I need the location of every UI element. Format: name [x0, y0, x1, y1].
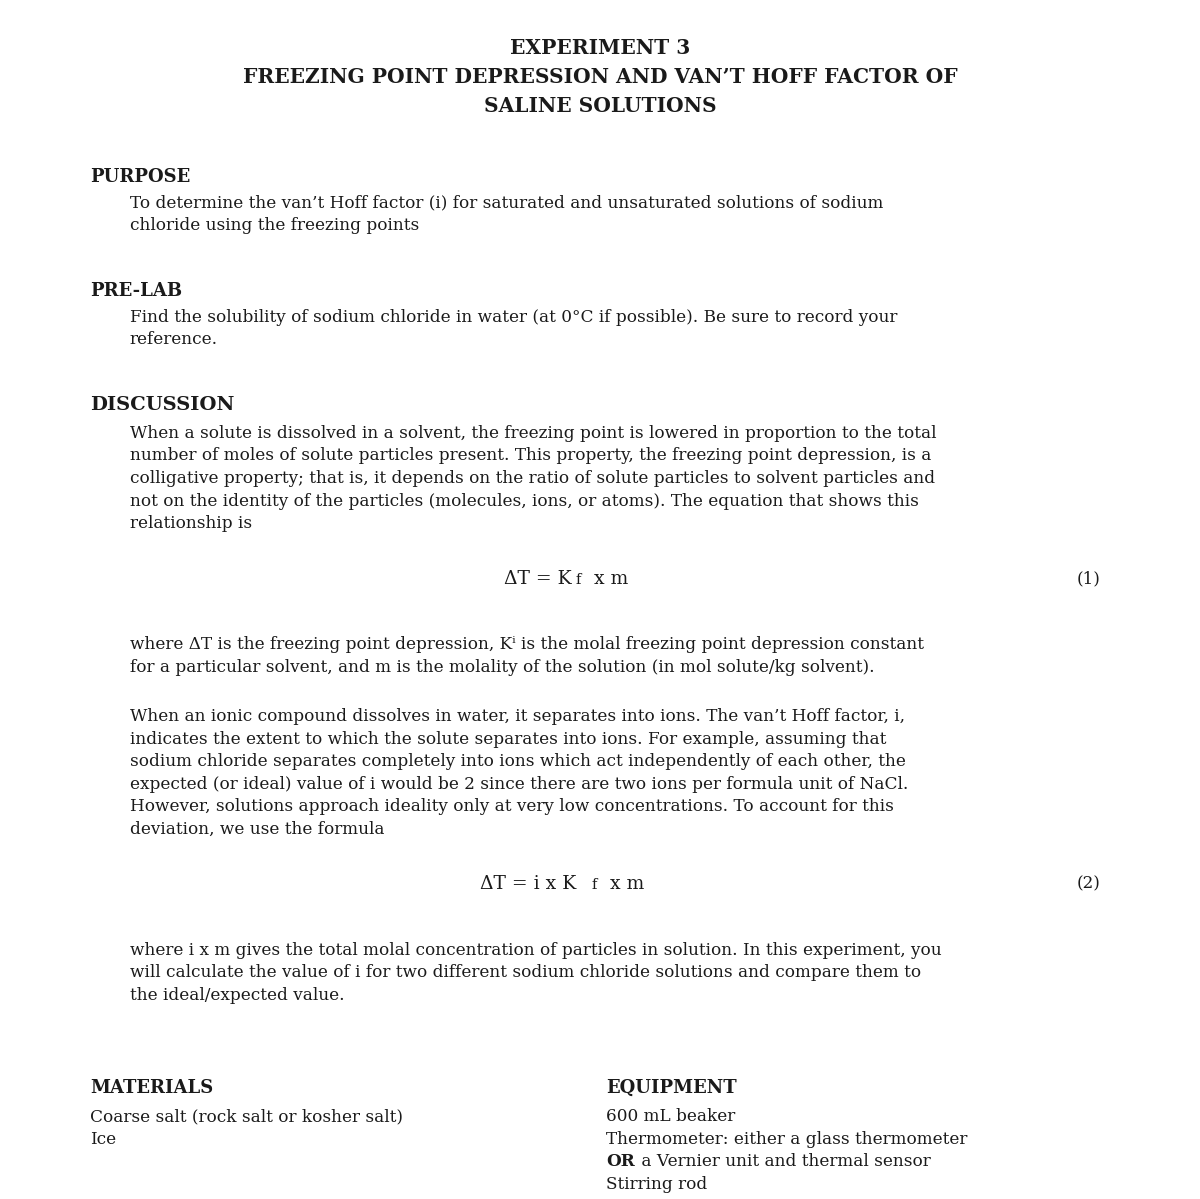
Text: will calculate the value of i for two different sodium chloride solutions and co: will calculate the value of i for two di…	[130, 964, 920, 981]
Text: not on the identity of the particles (molecules, ions, or atoms). The equation t: not on the identity of the particles (mo…	[130, 493, 918, 510]
Text: number of moles of solute particles present. This property, the freezing point d: number of moles of solute particles pres…	[130, 447, 931, 464]
Text: where ΔT is the freezing point depression, Kⁱ is the molal freezing point depres: where ΔT is the freezing point depressio…	[130, 635, 924, 653]
Text: However, solutions approach ideality only at very low concentrations. To account: However, solutions approach ideality onl…	[130, 799, 894, 815]
Text: SALINE SOLUTIONS: SALINE SOLUTIONS	[484, 96, 716, 116]
Text: where i x m gives the total molal concentration of particles in solution. In thi: where i x m gives the total molal concen…	[130, 941, 941, 958]
Text: ΔT = i x K: ΔT = i x K	[480, 875, 576, 893]
Text: MATERIALS: MATERIALS	[90, 1079, 214, 1097]
Text: EXPERIMENT 3: EXPERIMENT 3	[510, 38, 690, 58]
Text: reference.: reference.	[130, 331, 217, 348]
Text: colligative property; that is, it depends on the ratio of solute particles to so: colligative property; that is, it depend…	[130, 470, 935, 487]
Text: f: f	[576, 573, 581, 586]
Text: EQUIPMENT: EQUIPMENT	[606, 1079, 737, 1097]
Text: relationship is: relationship is	[130, 516, 252, 532]
Text: x m: x m	[604, 875, 644, 893]
Text: chloride using the freezing points: chloride using the freezing points	[130, 217, 419, 234]
Text: PURPOSE: PURPOSE	[90, 168, 191, 186]
Text: (2): (2)	[1076, 875, 1100, 892]
Text: When an ionic compound dissolves in water, it separates into ions. The van’t Hof: When an ionic compound dissolves in wate…	[130, 709, 905, 725]
Text: 600 mL beaker: 600 mL beaker	[606, 1108, 736, 1126]
Text: Stirring rod: Stirring rod	[606, 1176, 707, 1193]
Text: x m: x m	[588, 570, 629, 588]
Text: DISCUSSION: DISCUSSION	[90, 396, 234, 414]
Text: FREEZING POINT DEPRESSION AND VAN’T HOFF FACTOR OF: FREEZING POINT DEPRESSION AND VAN’T HOFF…	[242, 67, 958, 88]
Text: To determine the van’t Hoff factor (i) for saturated and unsaturated solutions o: To determine the van’t Hoff factor (i) f…	[130, 194, 883, 212]
Text: Thermometer: either a glass thermometer: Thermometer: either a glass thermometer	[606, 1131, 967, 1147]
Text: the ideal/expected value.: the ideal/expected value.	[130, 987, 344, 1004]
Text: When a solute is dissolved in a solvent, the freezing point is lowered in propor: When a solute is dissolved in a solvent,…	[130, 424, 936, 442]
Text: indicates the extent to which the solute separates into ions. For example, assum: indicates the extent to which the solute…	[130, 730, 886, 747]
Text: ΔT = K: ΔT = K	[504, 570, 571, 588]
Text: for a particular solvent, and m is the molality of the solution (in mol solute/k: for a particular solvent, and m is the m…	[130, 658, 875, 675]
Text: Find the solubility of sodium chloride in water (at 0°C if possible). Be sure to: Find the solubility of sodium chloride i…	[130, 309, 896, 326]
Text: a Vernier unit and thermal sensor: a Vernier unit and thermal sensor	[636, 1153, 931, 1170]
Text: expected (or ideal) value of i would be 2 since there are two ions per formula u: expected (or ideal) value of i would be …	[130, 776, 908, 793]
Text: OR: OR	[606, 1153, 635, 1170]
Text: Ice: Ice	[90, 1131, 116, 1147]
Text: PRE-LAB: PRE-LAB	[90, 282, 182, 300]
Text: (1): (1)	[1076, 570, 1100, 586]
Text: sodium chloride separates completely into ions which act independently of each o: sodium chloride separates completely int…	[130, 753, 906, 770]
Text: Coarse salt (rock salt or kosher salt): Coarse salt (rock salt or kosher salt)	[90, 1108, 403, 1126]
Text: deviation, we use the formula: deviation, we use the formula	[130, 820, 384, 838]
Text: f: f	[592, 879, 598, 892]
